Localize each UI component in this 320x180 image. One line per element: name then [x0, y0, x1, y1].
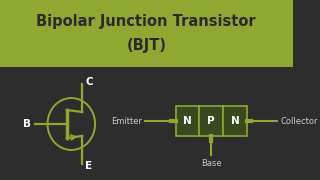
- Text: N: N: [231, 116, 239, 126]
- Text: P: P: [207, 116, 215, 126]
- Text: E: E: [85, 161, 92, 171]
- Bar: [223, 106, 247, 136]
- Text: (BJT): (BJT): [126, 38, 166, 53]
- Text: Collector: Collector: [281, 116, 318, 125]
- Text: Emitter: Emitter: [111, 116, 142, 125]
- Text: C: C: [85, 77, 93, 87]
- Text: B: B: [23, 119, 31, 129]
- Bar: [176, 106, 199, 136]
- Text: Bipolar Junction Transistor: Bipolar Junction Transistor: [36, 14, 256, 29]
- Bar: [0, 0, 292, 67]
- Text: N: N: [183, 116, 192, 126]
- Bar: [199, 106, 223, 136]
- Text: Base: Base: [201, 159, 221, 168]
